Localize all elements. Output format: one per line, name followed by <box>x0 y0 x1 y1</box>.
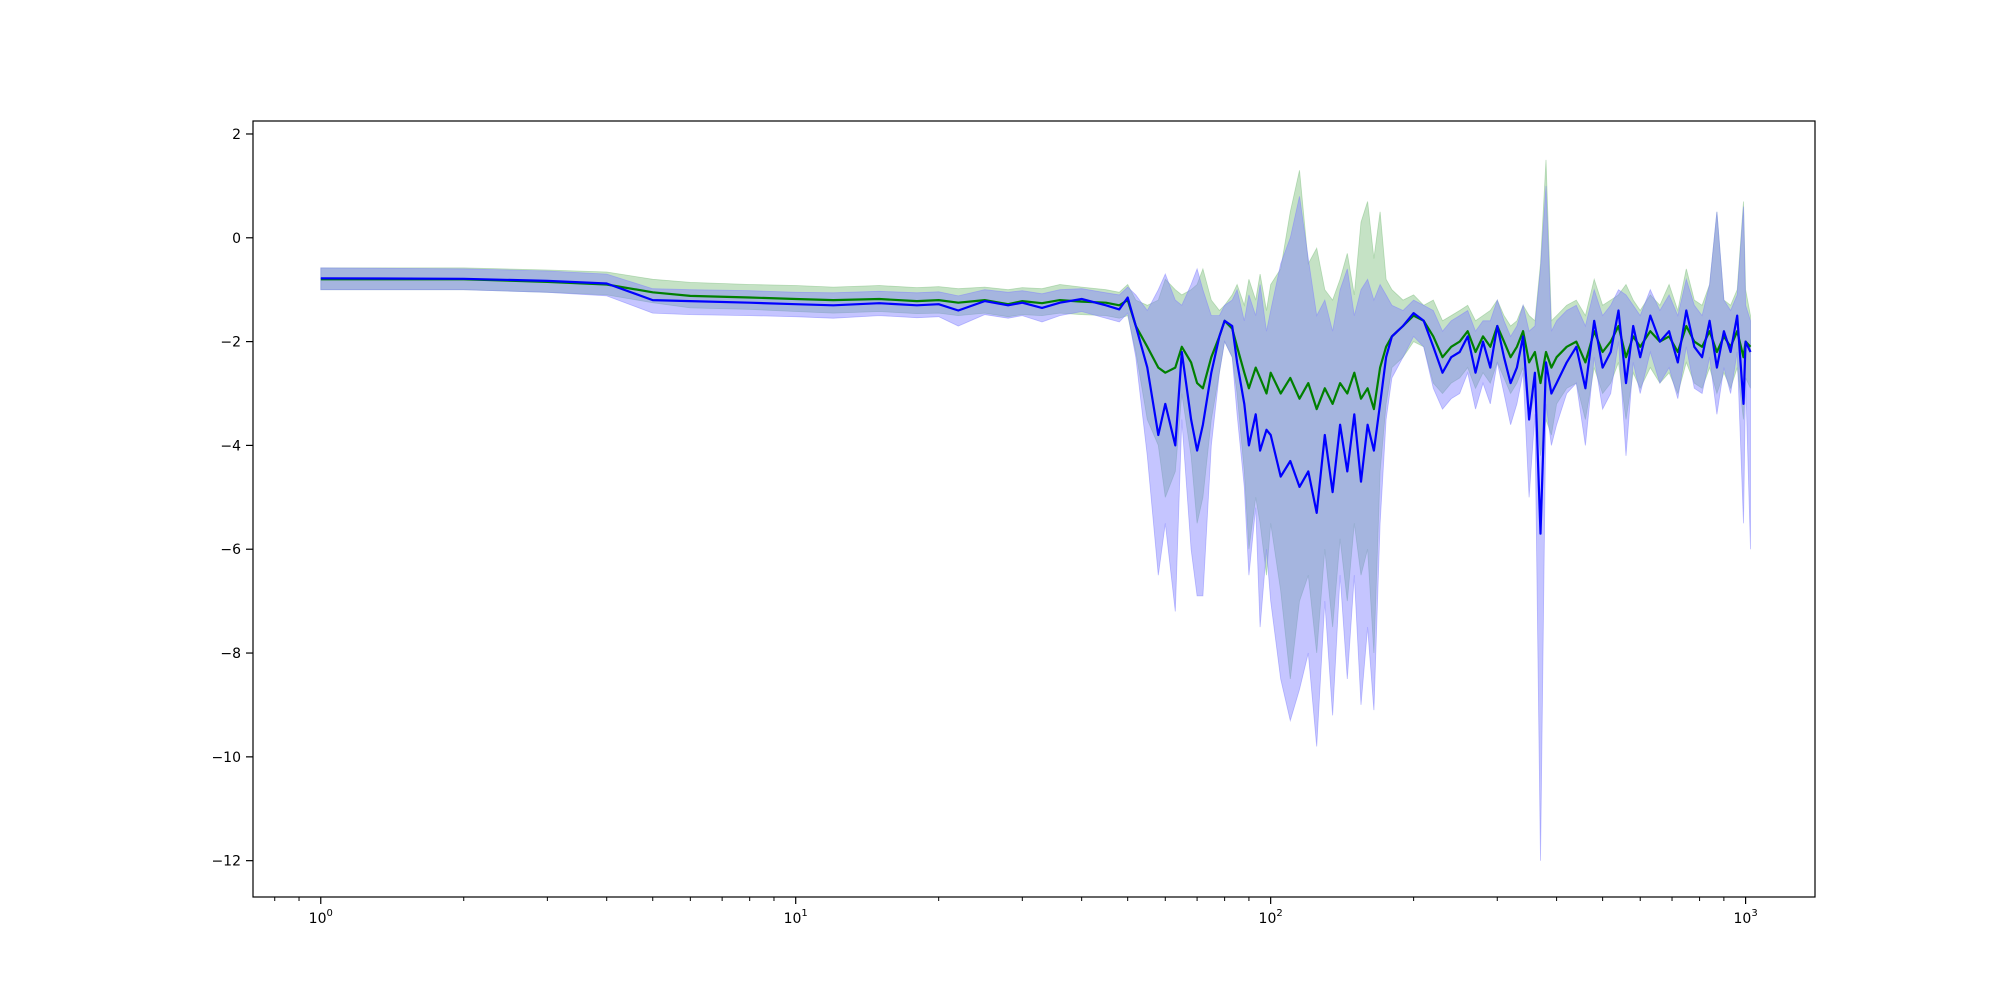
y-tick-label: −8 <box>220 646 241 662</box>
y-axis: 2 0 −2 −4 −6 −8 −10 −12 <box>211 127 253 870</box>
y-tick-label: −6 <box>220 542 241 558</box>
x-tick-label: 103 <box>1733 908 1757 927</box>
series-lines <box>320 277 1752 535</box>
y-tick-label: 0 <box>232 231 241 247</box>
confidence-band-2 <box>320 185 1751 861</box>
y-tick-label: −10 <box>211 750 241 766</box>
series-line-2 <box>320 277 1752 535</box>
x-tick-label: 100 <box>309 908 333 927</box>
y-tick-label: −2 <box>220 335 241 351</box>
y-tick-label: 2 <box>232 127 241 143</box>
plot-frame <box>252 120 1816 898</box>
x-tick-label: 101 <box>784 908 808 927</box>
confidence-bands <box>320 159 1751 861</box>
y-tick-label: −12 <box>211 854 241 870</box>
y-tick-label: −4 <box>220 438 241 454</box>
x-tick-label: 102 <box>1259 908 1283 927</box>
x-axis: 100 101 102 103 <box>274 897 1758 927</box>
